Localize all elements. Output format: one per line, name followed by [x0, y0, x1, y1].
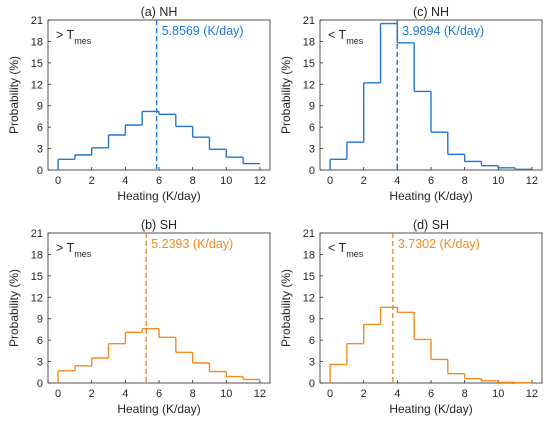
y-tick-label: 0: [37, 165, 43, 177]
panel-title: (b) SH: [141, 218, 177, 232]
y-tick-label: 21: [31, 228, 43, 240]
y-tick-label: 12: [31, 79, 43, 91]
condition-prefix: > T: [56, 28, 75, 42]
y-tick-label: 21: [303, 228, 315, 240]
x-tick-label: 0: [55, 388, 61, 400]
y-tick-label: 9: [37, 314, 43, 326]
y-tick-label: 6: [309, 122, 315, 134]
y-tick-label: 6: [309, 335, 315, 347]
panel-title: (c) NH: [413, 5, 449, 19]
x-axis-label: Heating (K/day): [389, 402, 472, 416]
x-tick-label: 6: [156, 388, 162, 400]
x-tick-label: 10: [220, 175, 232, 187]
condition-label: > Tmes: [56, 241, 92, 259]
x-tick-label: 0: [327, 175, 333, 187]
x-tick-label: 2: [361, 388, 367, 400]
y-tick-label: 0: [309, 378, 315, 390]
y-tick-label: 12: [303, 292, 315, 304]
y-tick-label: 15: [31, 271, 43, 283]
x-tick-label: 2: [89, 388, 95, 400]
y-tick-label: 18: [31, 249, 43, 261]
x-tick-label: 6: [428, 388, 434, 400]
x-tick-label: 4: [394, 175, 400, 187]
x-axis-label: Heating (K/day): [117, 402, 200, 416]
x-tick-label: 12: [254, 388, 266, 400]
y-axis-label: Probability (%): [279, 56, 293, 134]
y-tick-label: 15: [303, 58, 315, 70]
condition-prefix: < T: [328, 241, 347, 255]
x-tick-label: 12: [526, 175, 538, 187]
mean-value-label: 3.7302 (K/day): [398, 237, 480, 251]
panel-title: (a) NH: [141, 5, 178, 19]
x-tick-label: 2: [89, 175, 95, 187]
y-tick-label: 6: [37, 122, 43, 134]
condition-label: < Tmes: [328, 28, 364, 46]
mean-value-label: 3.9894 (K/day): [402, 24, 484, 38]
y-tick-label: 12: [31, 292, 43, 304]
condition-label: < Tmes: [328, 241, 364, 259]
x-tick-label: 8: [190, 388, 196, 400]
condition-label: > Tmes: [56, 28, 92, 46]
x-tick-label: 8: [462, 175, 468, 187]
x-tick-label: 12: [254, 175, 266, 187]
y-axis-label: Probability (%): [7, 56, 21, 134]
condition-subscript: mes: [346, 249, 364, 259]
x-tick-label: 10: [492, 388, 504, 400]
x-axis-label: Heating (K/day): [117, 189, 200, 203]
y-tick-label: 15: [31, 58, 43, 70]
y-tick-label: 9: [309, 101, 315, 113]
y-tick-label: 3: [37, 357, 43, 369]
y-tick-label: 9: [37, 101, 43, 113]
x-tick-label: 10: [492, 175, 504, 187]
x-tick-label: 4: [122, 388, 128, 400]
y-axis-label: Probability (%): [279, 269, 293, 347]
y-tick-label: 9: [309, 314, 315, 326]
y-tick-label: 3: [309, 144, 315, 156]
x-tick-label: 4: [122, 175, 128, 187]
y-tick-label: 21: [303, 15, 315, 27]
condition-subscript: mes: [74, 36, 92, 46]
y-tick-label: 18: [31, 36, 43, 48]
y-tick-label: 18: [303, 249, 315, 261]
condition-prefix: < T: [328, 28, 347, 42]
y-tick-label: 0: [37, 378, 43, 390]
x-tick-label: 0: [327, 388, 333, 400]
panel-2: 0 3 6 9 12 15 18 21 0 2 4 6 8 10 12 Heating (K/day) Prob…: [279, 5, 543, 203]
x-tick-label: 8: [190, 175, 196, 187]
x-tick-label: 10: [220, 388, 232, 400]
condition-subscript: mes: [346, 36, 364, 46]
mean-value-label: 5.2393 (K/day): [151, 237, 233, 251]
panel-3: 0 3 6 9 12 15 18 21 0 2 4 6 8 10 12 Heating (K/day) Prob…: [7, 218, 271, 416]
y-tick-label: 18: [303, 36, 315, 48]
x-tick-label: 2: [361, 175, 367, 187]
panel-4: 0 3 6 9 12 15 18 21 0 2 4 6 8 10 12 Heating (K/day) Prob…: [279, 218, 543, 416]
y-tick-label: 12: [303, 79, 315, 91]
condition-prefix: > T: [56, 241, 75, 255]
panel-title: (d) SH: [413, 218, 449, 232]
y-tick-label: 15: [303, 271, 315, 283]
x-axis-label: Heating (K/day): [389, 189, 472, 203]
y-tick-label: 0: [309, 165, 315, 177]
y-tick-label: 6: [37, 335, 43, 347]
x-tick-label: 12: [526, 388, 538, 400]
y-tick-label: 3: [37, 144, 43, 156]
x-tick-label: 6: [156, 175, 162, 187]
y-tick-label: 21: [31, 15, 43, 27]
mean-value-label: 5.8569 (K/day): [162, 24, 244, 38]
x-tick-label: 6: [428, 175, 434, 187]
condition-subscript: mes: [74, 249, 92, 259]
x-tick-label: 8: [462, 388, 468, 400]
panel-1: 0 3 6 9 12 15 18 21 0 2 4 6 8 10 12 Heating (K/day) Prob…: [7, 5, 271, 203]
x-tick-label: 4: [394, 388, 400, 400]
y-tick-label: 3: [309, 357, 315, 369]
x-tick-label: 0: [55, 175, 61, 187]
y-axis-label: Probability (%): [7, 269, 21, 347]
